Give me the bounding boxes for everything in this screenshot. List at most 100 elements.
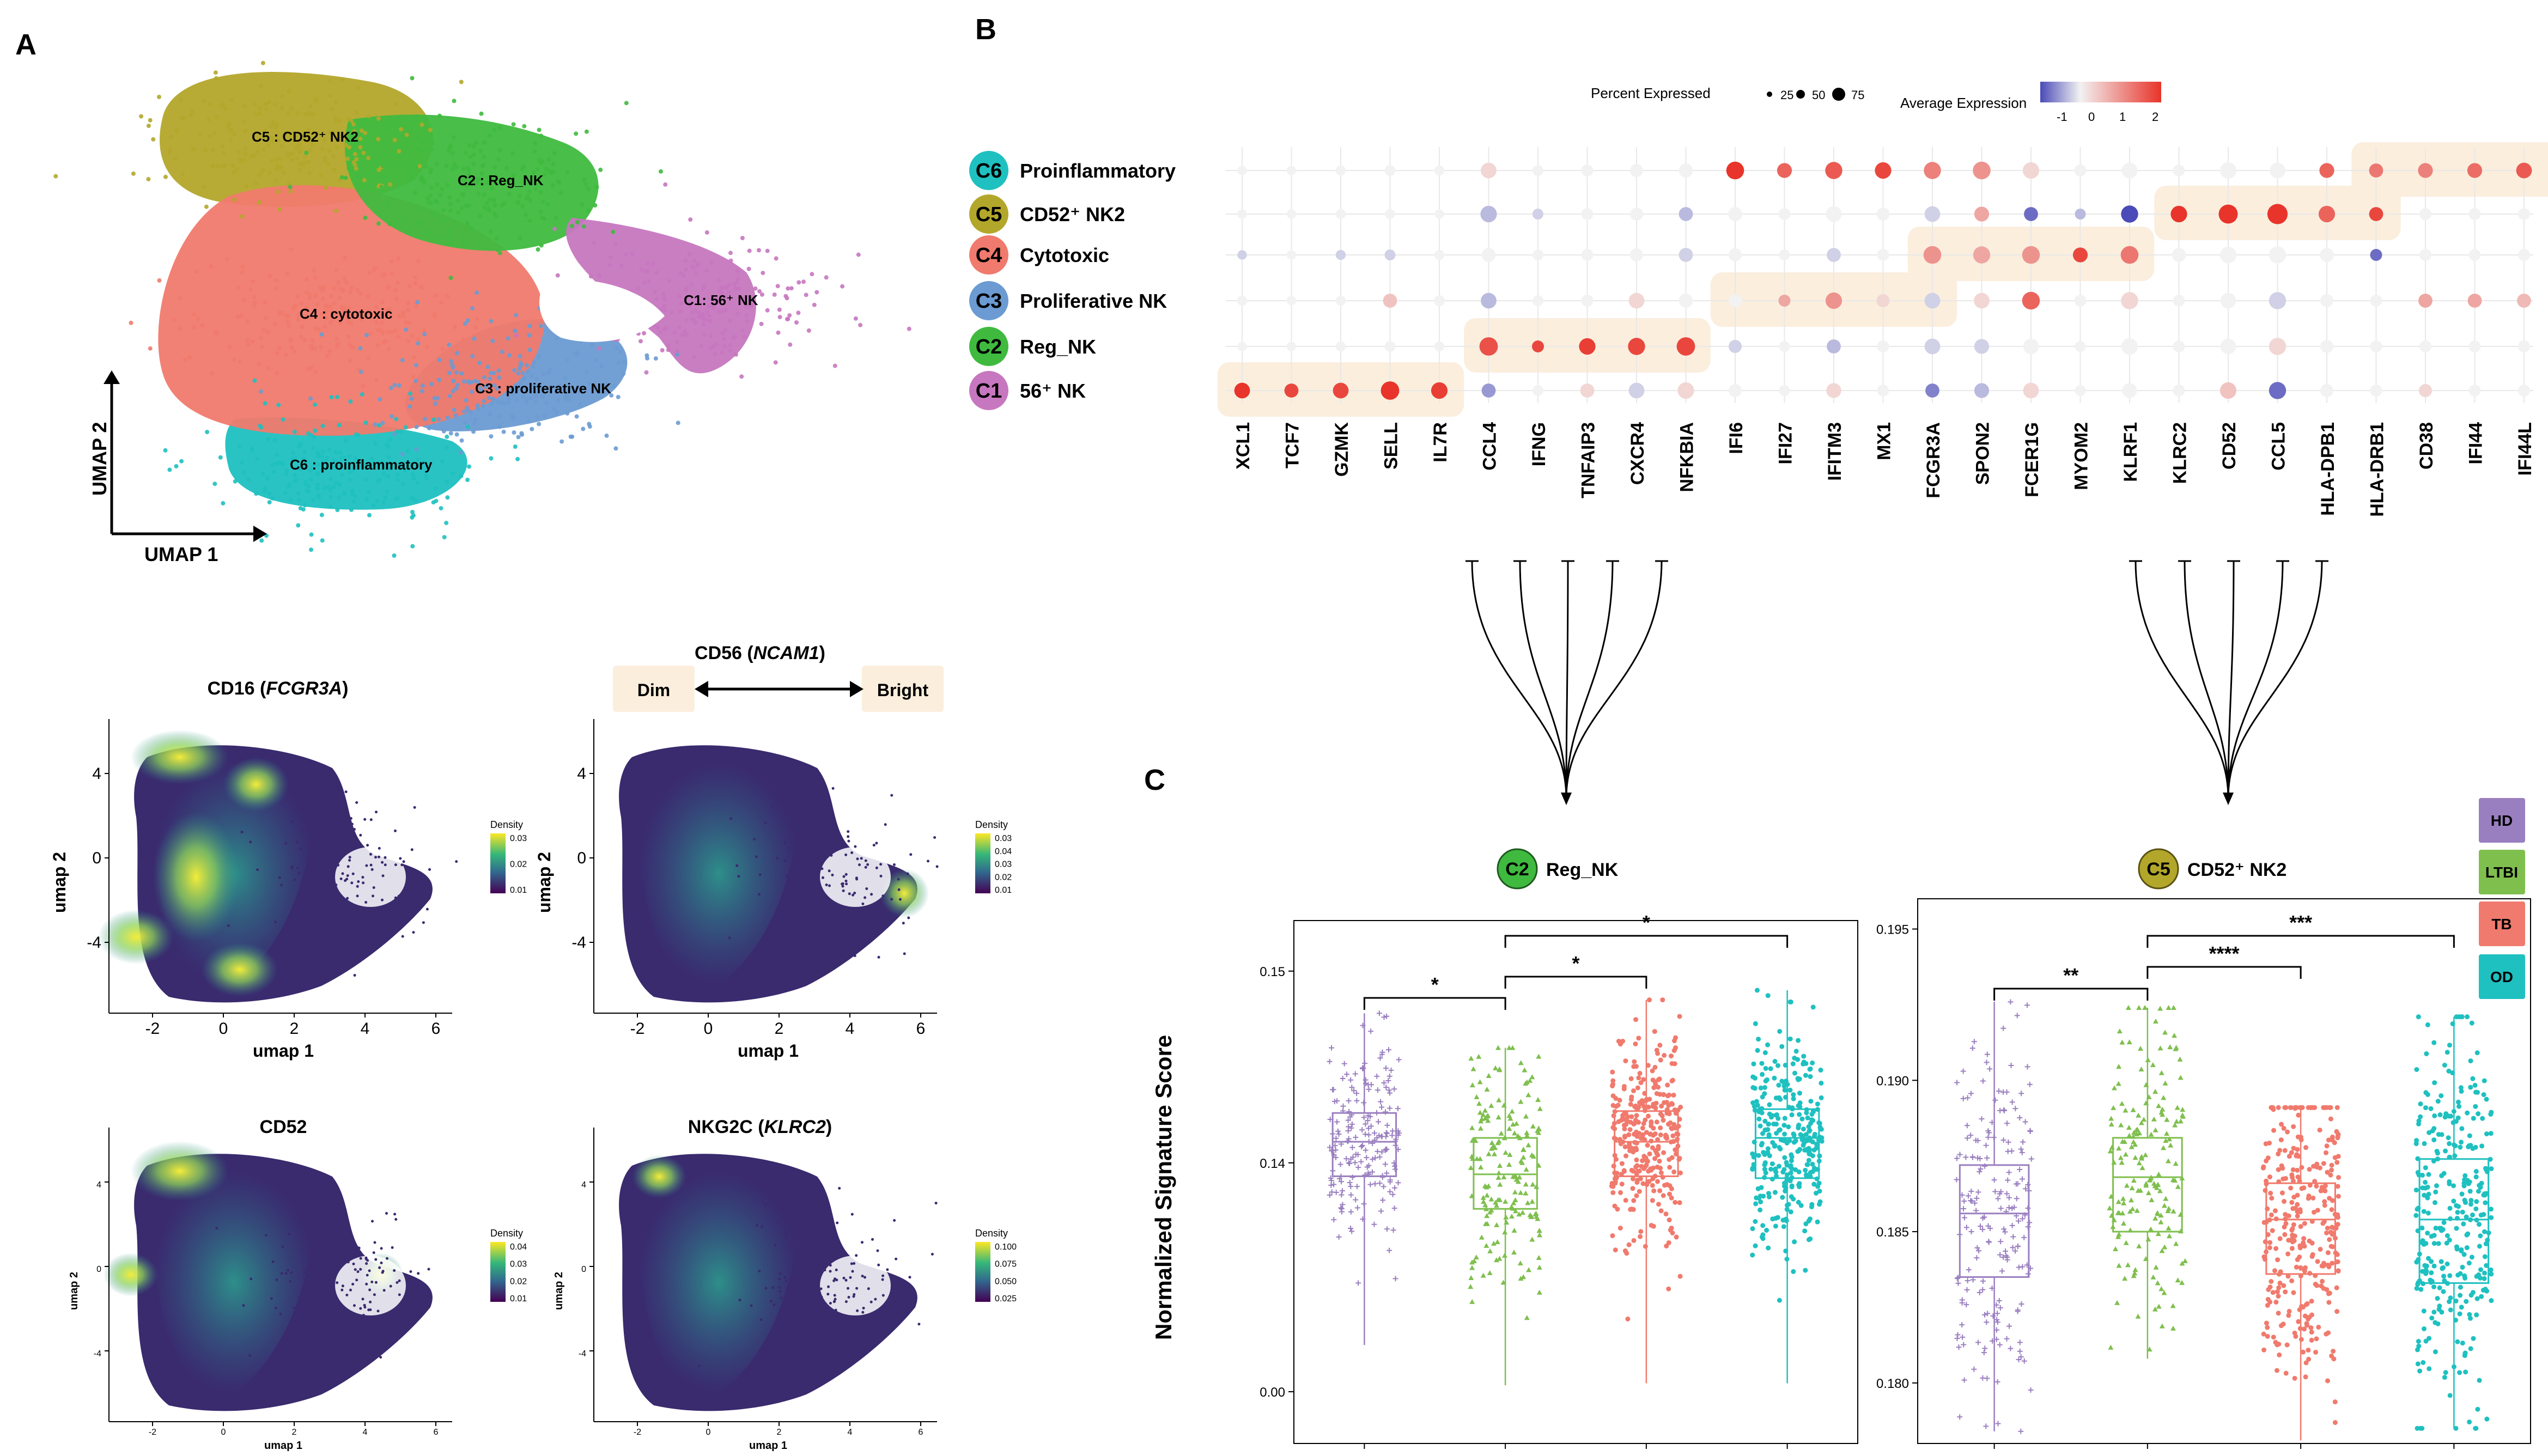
umap-point <box>289 106 294 111</box>
umap-point <box>624 101 629 106</box>
umap-point <box>423 417 427 422</box>
dotplot-dot <box>1875 162 1892 179</box>
box-point <box>1793 1138 1798 1143</box>
dotplot-dot <box>1630 248 1643 261</box>
density-point <box>828 884 831 887</box>
density-point <box>834 1308 837 1312</box>
box-point <box>2415 1207 2420 1212</box>
box-point <box>2286 1313 2291 1318</box>
density-point <box>791 1331 794 1335</box>
box-point <box>1992 1097 1998 1103</box>
umap-point <box>366 156 370 161</box>
box-point <box>1392 1185 1398 1191</box>
umap-point <box>373 266 378 271</box>
umap-point <box>565 411 570 416</box>
dotplot-dot <box>1628 338 1645 355</box>
box-point <box>2153 1264 2159 1270</box>
box-point <box>1986 1239 1992 1245</box>
umap-point <box>329 294 333 298</box>
umap-point <box>376 479 381 484</box>
box-point <box>1525 1142 1531 1148</box>
box-point <box>2301 1236 2307 1241</box>
umap-point <box>333 115 338 120</box>
density-point <box>759 1318 763 1321</box>
umap-point <box>53 174 58 179</box>
umap-point <box>801 279 806 284</box>
density-point <box>351 1283 355 1286</box>
box-point <box>1810 1169 1815 1174</box>
umap-point <box>462 409 466 414</box>
density-point <box>328 1192 331 1196</box>
box-point <box>1765 993 1771 998</box>
density-point <box>816 860 819 863</box>
umap-point <box>350 488 355 493</box>
density-point <box>855 876 858 880</box>
box-point <box>2129 1197 2135 1203</box>
umap-point <box>407 321 412 325</box>
box-point <box>1359 1127 1365 1133</box>
box-point <box>2484 1096 2489 1102</box>
umap-point <box>495 386 500 391</box>
umap-point <box>463 176 467 181</box>
box-point <box>1975 1339 1981 1345</box>
umap-point <box>148 346 153 351</box>
box-point <box>1981 1350 1987 1356</box>
umap-point <box>459 206 464 211</box>
box-point <box>2439 1132 2444 1137</box>
density-point <box>302 1326 305 1329</box>
umap-point <box>281 462 285 467</box>
umap-point <box>296 523 301 528</box>
box-point <box>2442 1278 2447 1283</box>
dotplot-dot <box>1581 165 1594 176</box>
umap-point <box>305 306 309 310</box>
dotplot-dot <box>2518 340 2530 352</box>
box-point <box>1974 1195 1980 1201</box>
box-point <box>2148 1176 2154 1181</box>
dotplot-dot <box>1777 163 1792 178</box>
box-point <box>1658 1132 1663 1138</box>
density-point <box>798 893 801 897</box>
density-point <box>813 892 816 895</box>
box-point <box>1796 1169 1802 1174</box>
umap-point <box>479 388 484 393</box>
umap-point <box>542 172 547 177</box>
density-point <box>307 796 310 799</box>
umap-point <box>410 495 415 500</box>
box-point <box>2317 1128 2322 1133</box>
umap-point <box>252 378 257 383</box>
box-point <box>2473 1425 2478 1431</box>
umap-point <box>309 532 314 537</box>
umap-point <box>415 147 420 152</box>
box-point <box>1625 1118 1630 1124</box>
umap-point <box>280 94 285 99</box>
box-point <box>1624 1251 1629 1256</box>
density-point <box>348 856 351 859</box>
box-point <box>2467 1420 2472 1425</box>
box-point <box>2438 1259 2444 1264</box>
box-point <box>1354 1184 1360 1190</box>
density-point <box>341 872 344 875</box>
box-point <box>2431 1159 2436 1164</box>
umap-point <box>385 489 390 494</box>
box-point <box>1381 1184 1386 1190</box>
dotplot-dot <box>1480 205 1497 223</box>
box-point <box>2025 1182 2031 1188</box>
density-point <box>350 1256 353 1259</box>
density-point <box>755 855 758 858</box>
umap-point <box>548 367 553 372</box>
dotplot-dot <box>1481 162 1497 179</box>
density-point <box>821 905 824 907</box>
box-point <box>1470 1066 1476 1071</box>
box-point <box>1334 1119 1340 1125</box>
box-point <box>2174 1118 2180 1124</box>
box-point <box>1384 1122 1390 1128</box>
box-point <box>2447 1299 2452 1305</box>
box-point <box>2281 1283 2286 1288</box>
dotplot-dot <box>1434 209 1444 219</box>
umap-point <box>416 337 421 342</box>
dotplot-dot <box>1580 383 1595 398</box>
box-point <box>2264 1158 2269 1163</box>
umap-point <box>749 303 753 308</box>
umap-point <box>497 375 501 380</box>
density-point <box>805 1282 808 1286</box>
